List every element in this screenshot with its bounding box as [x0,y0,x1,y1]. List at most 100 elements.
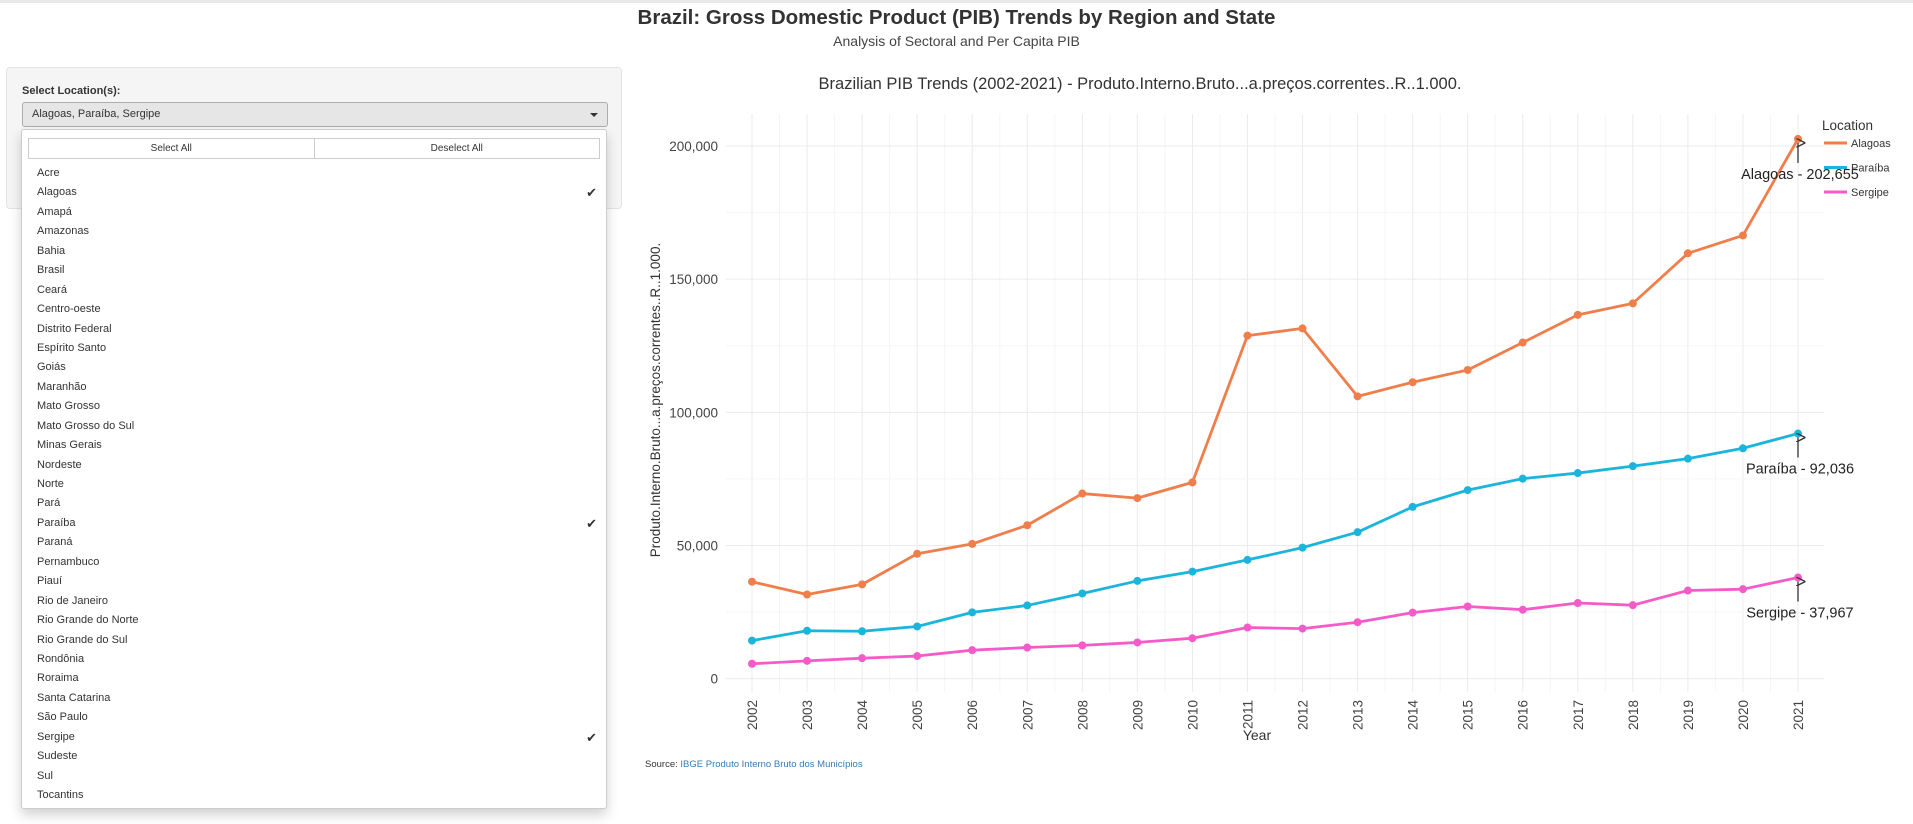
location-option[interactable]: Bahia [22,242,606,261]
data-point[interactable] [803,656,812,665]
data-point[interactable] [858,580,867,589]
location-option[interactable]: Alagoas ✔ [22,183,606,202]
data-point[interactable] [1463,365,1472,374]
location-option[interactable]: Rio Grande do Sul [22,631,606,650]
location-option[interactable]: Norte [22,475,606,494]
data-point[interactable] [1683,454,1692,463]
data-point[interactable] [1518,605,1527,614]
data-point[interactable] [1628,462,1637,471]
data-point[interactable] [1078,489,1087,498]
data-point[interactable] [1463,602,1472,611]
data-point[interactable] [748,636,756,645]
source-link[interactable]: IBGE Produto Interno Bruto dos Município… [680,759,862,770]
location-option[interactable]: Ceará [22,281,606,300]
data-point[interactable] [1133,638,1142,647]
data-point[interactable] [1243,555,1252,564]
location-option[interactable]: Tocantins [22,786,606,805]
location-option[interactable]: Amazonas [22,222,606,241]
data-point[interactable] [1738,231,1747,240]
data-point[interactable] [1023,521,1032,530]
data-point[interactable] [803,590,812,599]
data-point[interactable] [1738,585,1747,594]
data-point[interactable] [1683,586,1692,595]
data-point[interactable] [1133,494,1142,503]
data-point[interactable] [913,652,922,661]
data-point[interactable] [1518,338,1527,347]
data-point[interactable] [968,646,977,655]
data-point[interactable] [858,654,867,663]
data-point[interactable] [913,622,922,631]
location-picker-button[interactable]: Alagoas, Paraíba, Sergipe [22,102,608,127]
series-line-alagoas[interactable] [751,138,1800,596]
data-point[interactable] [1353,528,1362,537]
location-option[interactable]: Paraíba ✔ [22,514,606,533]
data-point[interactable] [1408,608,1417,617]
data-point[interactable] [1794,429,1802,438]
data-point[interactable] [748,577,756,586]
data-point[interactable] [1463,486,1472,495]
data-point[interactable] [1188,478,1197,487]
data-point[interactable] [968,539,977,548]
location-option[interactable]: Mato Grosso do Sul [22,417,606,436]
data-point[interactable] [1133,576,1142,585]
location-option[interactable]: Paraná [22,533,606,552]
location-option[interactable]: Rio de Janeiro [22,592,606,611]
data-point[interactable] [1243,331,1252,340]
location-option[interactable]: Sergipe ✔ [22,728,606,747]
location-option[interactable]: São Paulo [22,708,606,727]
data-point[interactable] [1188,634,1197,643]
location-option[interactable]: Maranhão [22,378,606,397]
location-option[interactable]: Acre [22,164,606,183]
location-option[interactable]: Rio Grande do Norte [22,611,606,630]
location-option[interactable]: Roraima [22,669,606,688]
data-point[interactable] [1188,567,1197,576]
location-option[interactable]: Santa Catarina [22,689,606,708]
location-option[interactable]: Sudeste [22,747,606,766]
data-point[interactable] [1794,134,1802,143]
location-option[interactable]: Mato Grosso [22,397,606,416]
location-option[interactable]: Minas Gerais [22,436,606,455]
location-option[interactable]: Centro-oeste [22,300,606,319]
legend[interactable]: Location Alagoas Paraíba Sergipe [1822,118,1891,199]
data-point[interactable] [858,627,867,636]
data-point[interactable] [1408,378,1417,387]
data-point[interactable] [748,659,756,668]
data-point[interactable] [1353,618,1362,627]
location-option[interactable]: Pará [22,494,606,513]
data-point[interactable] [1078,589,1087,598]
data-point[interactable] [1518,474,1527,483]
data-point[interactable] [1573,469,1582,478]
series-line-sergipe[interactable] [751,576,1799,666]
data-point[interactable] [1408,502,1417,511]
data-point[interactable] [1628,299,1637,308]
data-point[interactable] [1298,543,1307,552]
data-point[interactable] [1353,392,1362,401]
data-point[interactable] [1738,444,1747,453]
data-point[interactable] [1683,249,1692,258]
location-option[interactable]: Sul [22,767,606,786]
location-option[interactable]: Espírito Santo [22,339,606,358]
data-point[interactable] [968,608,977,617]
data-point[interactable] [803,626,812,635]
data-point[interactable] [1573,599,1582,608]
data-point[interactable] [1243,623,1252,632]
data-point[interactable] [1078,641,1087,650]
location-option[interactable]: Distrito Federal [22,320,606,339]
data-point[interactable] [913,549,922,558]
data-point[interactable] [1794,573,1802,582]
deselect-all-button[interactable]: Deselect All [314,138,600,159]
location-option[interactable]: Pernambuco [22,553,606,572]
location-option[interactable]: Rondônia [22,650,606,669]
series-line-paraíba[interactable] [751,432,1799,642]
data-point[interactable] [1298,324,1307,333]
data-point[interactable] [1023,643,1032,652]
location-option[interactable]: Goiás [22,358,606,377]
data-point[interactable] [1573,310,1582,319]
location-option[interactable]: Amapá [22,203,606,222]
data-point[interactable] [1023,601,1032,610]
location-option[interactable]: Brasil [22,261,606,280]
location-option[interactable]: Piauí [22,572,606,591]
location-option[interactable]: Nordeste [22,456,606,475]
data-point[interactable] [1298,624,1307,633]
data-point[interactable] [1628,601,1637,610]
